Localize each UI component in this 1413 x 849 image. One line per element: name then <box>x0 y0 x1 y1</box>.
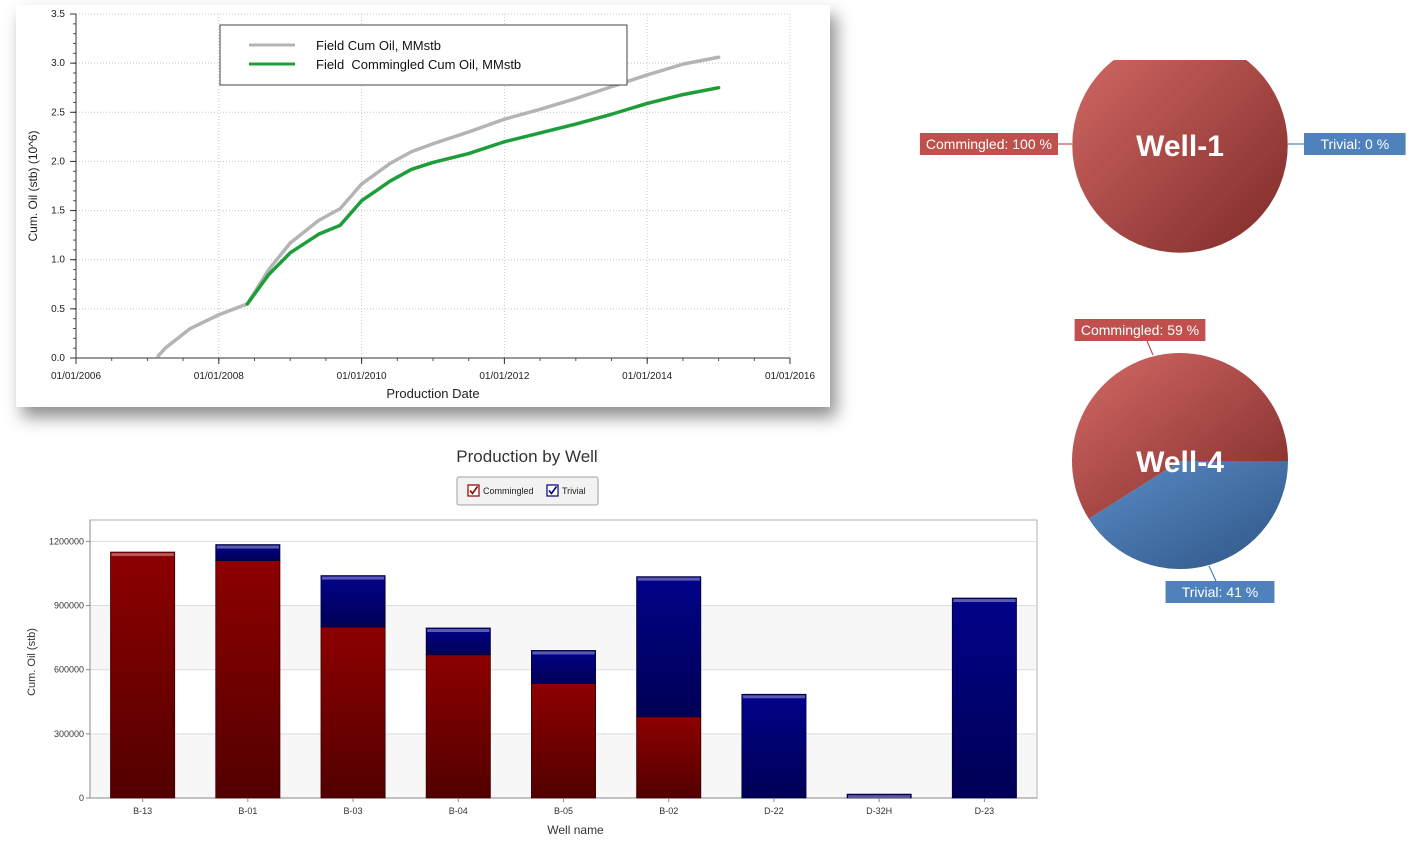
pie-label-trivial: Trivial: 0 % <box>1320 136 1389 152</box>
cum-oil-line-chart-panel: 0.0 0.5 1.0 1.5 2.0 2.5 3.0 3.5 01/01/2006 01/01/… <box>16 5 830 407</box>
bar-trivial-d-22 <box>741 693 807 799</box>
x-tick-label: D-23 <box>975 806 995 816</box>
bar-commingled-b-13 <box>110 551 176 799</box>
x-tick-label: 01/01/2014 <box>622 371 672 382</box>
legend-label: Commingled <box>483 486 534 496</box>
pie-label-commingled: Commingled: 59 % <box>1081 322 1199 338</box>
y-tick-label: 900000 <box>54 601 84 611</box>
bar-commingled-b-01 <box>215 560 281 799</box>
bar-top-highlight <box>532 651 595 655</box>
bar-top-highlight <box>216 545 279 549</box>
legend-checkbox-commingled[interactable] <box>467 484 480 497</box>
x-axis-title: Production Date <box>386 386 479 401</box>
line-chart-legend: Field Cum Oil, MMstb Field Commingled Cum… <box>219 24 628 86</box>
x-tick-label: B-04 <box>449 806 468 816</box>
bar-trivial-d-23 <box>951 597 1017 799</box>
pie-label-commingled: Commingled: 100 % <box>926 136 1052 152</box>
cum-oil-line-chart: 0.0 0.5 1.0 1.5 2.0 2.5 3.0 3.5 01/01/2006 01/01/… <box>26 9 815 401</box>
pie-slice-trivial <box>1088 461 1288 569</box>
y-tick-label: 2.0 <box>51 156 65 167</box>
x-tick-label: 01/01/2012 <box>479 371 529 382</box>
x-tick-label: D-32H <box>866 806 892 816</box>
x-tick-label: 01/01/2016 <box>765 371 815 382</box>
pie-title: Well-4 <box>1136 446 1224 479</box>
series-line-field-cum-oil <box>156 55 721 358</box>
y-tick-label: 1200000 <box>49 536 84 546</box>
y-tick-label: 600000 <box>54 665 84 675</box>
pie-label-trivial: Trivial: 41 % <box>1182 584 1259 600</box>
production-by-well-chart-panel: Production by Well Commingled Trivial 0 3000… <box>0 440 1060 849</box>
bar-chart-legend: Commingled Trivial <box>456 476 599 506</box>
y-tick-label: 1.5 <box>51 206 65 217</box>
legend-box <box>219 24 628 86</box>
bar-top-highlight <box>427 628 490 632</box>
y-tick-label: 3.0 <box>51 58 65 69</box>
legend-label: Field Cum Oil, MMstb <box>316 38 441 53</box>
y-tick-label: 3.5 <box>51 9 65 20</box>
bar-top-highlight <box>111 553 174 557</box>
bar-top-highlight <box>848 795 911 799</box>
bar-trivial-b-03 <box>320 575 386 628</box>
x-tick-label: 01/01/2008 <box>194 371 244 382</box>
bar-top-highlight <box>953 599 1016 603</box>
series-line-field-commingled-cum-oil <box>245 85 721 306</box>
x-tick-label: B-02 <box>659 806 678 816</box>
well-pie-charts-panel: Well-1 Commingled: 100 % Trivial: 0 % Well-… <box>870 60 1413 620</box>
x-tick-label: B-03 <box>344 806 363 816</box>
pie-slice-commingled <box>1071 60 1289 254</box>
y-tick-label: 0.0 <box>51 353 65 364</box>
bar-commingled-b-02 <box>636 716 702 799</box>
pie-label-trivial-bg <box>1165 581 1275 603</box>
legend-label: Trivial <box>562 486 586 496</box>
production-by-well-chart: Production by Well Commingled Trivial 0 3000… <box>26 447 1038 837</box>
bar-commingled-b-04 <box>425 654 491 799</box>
legend-label: Field Commingled Cum Oil, MMstb <box>316 57 521 72</box>
check-icon <box>548 486 558 495</box>
pie-well-1: Well-1 Commingled: 100 % Trivial: 0 % <box>919 60 1406 254</box>
pie-label-commingled-bg <box>919 133 1058 155</box>
y-tick-label: 2.5 <box>51 107 65 118</box>
x-tick-label: B-05 <box>554 806 573 816</box>
bar-trivial-b-04 <box>425 627 491 656</box>
bar-trivial-b-05 <box>531 650 596 684</box>
x-tick-label: D-22 <box>764 806 784 816</box>
y-axis-title: Cum. Oil (stb) <box>26 628 38 696</box>
bar-chart-title: Production by Well <box>456 447 597 466</box>
bar-top-highlight <box>742 695 806 699</box>
x-tick-label: B-01 <box>238 806 257 816</box>
bar-commingled-b-05 <box>531 683 596 799</box>
y-tick-label: 1.0 <box>51 255 65 266</box>
y-tick-label: 0.5 <box>51 304 65 315</box>
y-tick-label: 300000 <box>54 729 84 739</box>
bar-commingled-b-03 <box>320 626 386 799</box>
y-axis-title: Cum. Oil (stb) (10^6) <box>26 131 40 242</box>
x-axis-title: Well name <box>547 823 604 837</box>
pie-well-4: Well-4 Commingled: 59 % Trivial: 41 % <box>1072 319 1288 603</box>
pie-title: Well-1 <box>1136 130 1224 163</box>
bar-trivial-b-01 <box>215 544 281 562</box>
y-tick-label: 0 <box>79 793 84 803</box>
legend-box <box>456 476 599 506</box>
leader-line <box>1146 340 1154 356</box>
pie-label-commingled-bg <box>1074 319 1206 341</box>
bar-top-highlight <box>637 577 700 581</box>
legend-checkbox-trivial[interactable] <box>546 484 559 497</box>
check-icon <box>469 486 479 495</box>
pie-label-trivial-bg <box>1304 133 1406 155</box>
x-tick-label: 01/01/2010 <box>337 371 387 382</box>
pie-slice-commingled <box>1072 353 1288 519</box>
x-tick-label: 01/01/2006 <box>51 371 101 382</box>
leader-line <box>1208 565 1217 582</box>
bar-top-highlight <box>321 576 385 580</box>
bar-trivial-b-02 <box>636 576 702 718</box>
x-tick-label: B-13 <box>133 806 152 816</box>
